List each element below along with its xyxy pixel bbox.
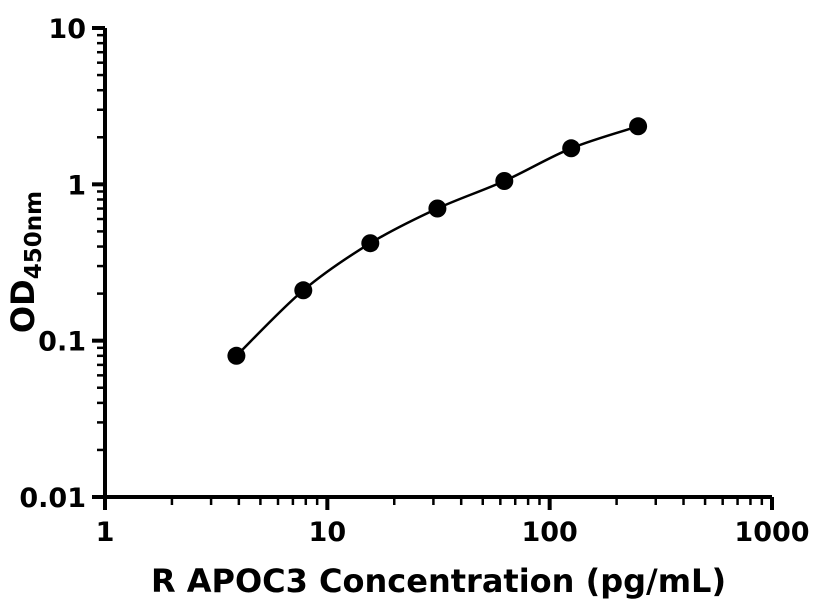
data-point-marker — [428, 199, 447, 218]
data-point-marker — [562, 139, 581, 158]
y-tick-label: 0.01 — [19, 483, 86, 514]
data-point-marker — [227, 346, 246, 365]
data-point-marker — [294, 281, 313, 300]
y-tick-label: 0.1 — [38, 327, 86, 358]
y-tick-label: 1 — [67, 170, 86, 201]
x-axis-title: R APOC3 Concentration (pg/mL) — [151, 562, 726, 600]
x-tick-label: 10 — [309, 517, 347, 548]
axes-spines — [103, 28, 772, 499]
y-axis-title: OD450nm — [4, 191, 47, 333]
y-tick-label: 10 — [48, 14, 86, 45]
data-point-marker — [361, 234, 380, 253]
x-tick-label: 1000 — [734, 517, 809, 548]
standard-curve-line — [235, 125, 639, 357]
x-tick-label: 100 — [521, 517, 577, 548]
data-point-marker — [495, 172, 514, 190]
x-tick-label: 1 — [96, 517, 115, 548]
data-point-marker — [629, 117, 648, 136]
